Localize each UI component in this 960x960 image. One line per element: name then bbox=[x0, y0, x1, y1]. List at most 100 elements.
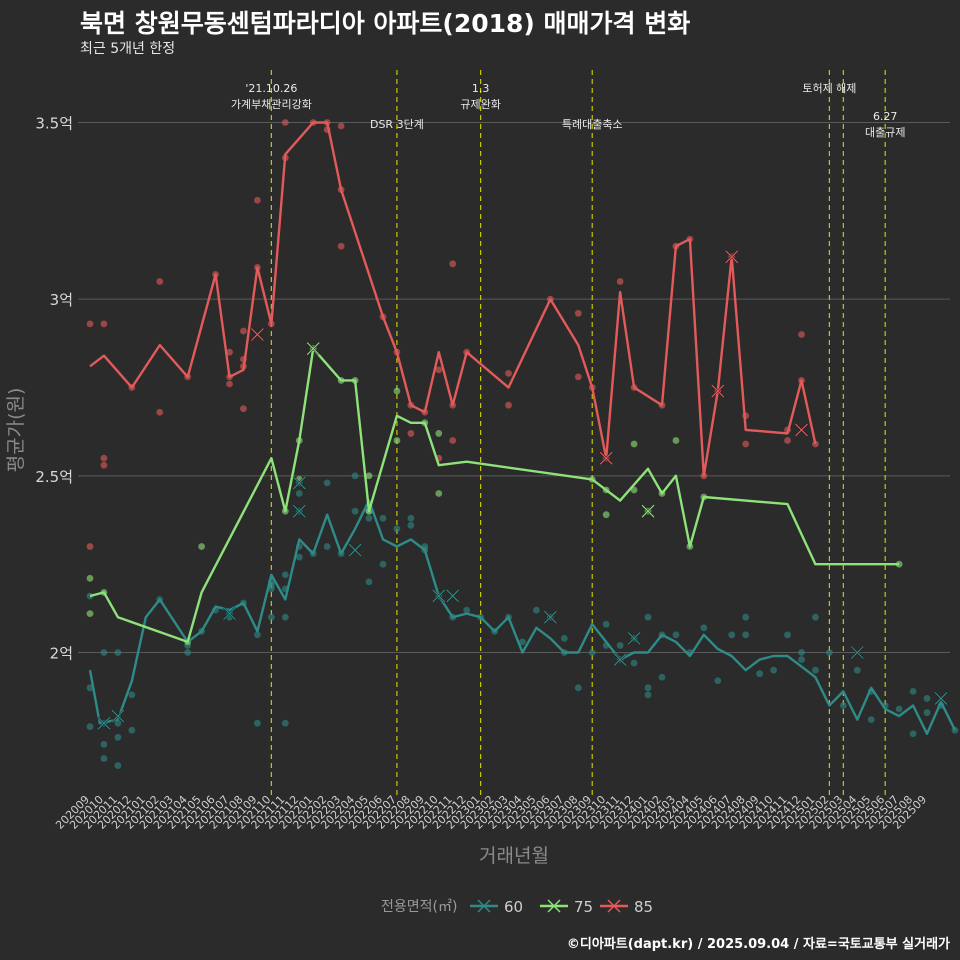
data-point-85 bbox=[156, 278, 164, 285]
data-point-60 bbox=[184, 649, 192, 656]
data-point-75 bbox=[895, 560, 903, 568]
data-point-60 bbox=[281, 719, 289, 727]
y-tick-label: 2억 bbox=[50, 645, 73, 663]
data-point-60 bbox=[114, 762, 122, 769]
data-point-75 bbox=[393, 387, 401, 395]
data-point-85 bbox=[100, 461, 108, 469]
data-point-60 bbox=[853, 666, 861, 674]
data-point-75 bbox=[393, 437, 401, 444]
data-point-60 bbox=[114, 733, 122, 741]
event-label: '21.10.26 bbox=[245, 82, 297, 95]
x-marker-85 bbox=[599, 451, 613, 465]
data-point-85 bbox=[407, 430, 415, 437]
data-point-85 bbox=[784, 437, 791, 444]
data-point-85 bbox=[574, 373, 582, 381]
data-point-60 bbox=[644, 691, 652, 699]
data-point-60 bbox=[630, 659, 638, 667]
chart-title: 북면 창원무동센텀파라디아 아파트(2018) 매매가격 변화 bbox=[80, 9, 691, 38]
data-point-60 bbox=[728, 631, 736, 639]
data-point-75 bbox=[198, 543, 206, 550]
x-marker-85 bbox=[250, 327, 265, 342]
data-point-85 bbox=[337, 122, 345, 130]
data-point-60 bbox=[756, 670, 764, 678]
series-lines bbox=[88, 121, 957, 735]
y-axis: 2억 2.5억 3억 3.5억 bbox=[35, 115, 73, 663]
event-label: 특례대출축소 bbox=[562, 118, 623, 131]
data-point-60 bbox=[825, 649, 833, 656]
data-point-60 bbox=[602, 620, 610, 628]
data-point-60 bbox=[407, 514, 415, 522]
legend-label: 85 bbox=[634, 898, 653, 916]
y-tick-label: 2.5억 bbox=[35, 468, 73, 486]
x-marker-60 bbox=[627, 631, 641, 646]
x-marker-60 bbox=[97, 716, 111, 730]
data-point-60 bbox=[909, 687, 917, 695]
legend-label: 75 bbox=[574, 898, 593, 916]
data-point-75 bbox=[435, 430, 443, 437]
data-point-60 bbox=[533, 606, 540, 614]
data-point-75 bbox=[86, 574, 94, 582]
data-point-60 bbox=[784, 631, 791, 639]
data-point-75 bbox=[672, 437, 680, 444]
legend: 전용면적(㎡) 60 75 85 bbox=[381, 898, 653, 916]
x-marker-60 bbox=[348, 543, 362, 557]
x-marker-85 bbox=[724, 249, 739, 264]
legend-label: 60 bbox=[504, 898, 523, 916]
x-marker-60 bbox=[543, 610, 558, 624]
x-marker-60 bbox=[850, 645, 865, 660]
data-point-60 bbox=[281, 613, 289, 621]
data-point-60 bbox=[923, 695, 931, 702]
data-point-60 bbox=[254, 631, 261, 639]
data-point-75 bbox=[602, 511, 610, 519]
data-point-60 bbox=[323, 479, 331, 487]
data-point-85 bbox=[742, 440, 750, 448]
data-point-60 bbox=[839, 702, 847, 709]
data-point-85 bbox=[505, 369, 512, 377]
x-marker-60 bbox=[431, 589, 446, 603]
x-marker-75 bbox=[641, 504, 655, 518]
data-point-60 bbox=[742, 631, 750, 639]
data-point-85 bbox=[226, 348, 233, 356]
data-point-85 bbox=[86, 320, 94, 328]
source-caption: ©디아파트(dapt.kr) / 2025.09.04 / 자료=국토교통부 실… bbox=[566, 937, 950, 952]
data-point-60 bbox=[812, 613, 819, 621]
data-point-60 bbox=[895, 705, 903, 713]
data-point-60 bbox=[560, 634, 568, 642]
data-point-85 bbox=[240, 327, 247, 335]
data-point-60 bbox=[393, 525, 401, 533]
data-point-85 bbox=[100, 454, 108, 462]
x-marker-60 bbox=[934, 691, 948, 706]
data-point-60 bbox=[658, 673, 666, 681]
data-point-60 bbox=[114, 719, 122, 727]
y-axis-label: 평균가(원) bbox=[5, 388, 27, 473]
x-marker-60 bbox=[292, 504, 307, 518]
event-label: 규제완화 bbox=[460, 98, 500, 111]
data-point-60 bbox=[100, 755, 108, 762]
x-marker-60 bbox=[613, 652, 627, 667]
data-point-60 bbox=[267, 613, 275, 621]
x-marker-60 bbox=[445, 589, 460, 603]
data-point-60 bbox=[267, 585, 275, 593]
legend-item-60: 60 bbox=[470, 898, 523, 916]
data-point-75 bbox=[86, 610, 94, 618]
data-point-60 bbox=[281, 571, 289, 579]
event-label: 가계부채관리강화 bbox=[231, 98, 312, 111]
series-line-75 bbox=[89, 347, 900, 644]
y-tick-label: 3억 bbox=[50, 291, 73, 309]
data-point-60 bbox=[644, 684, 652, 692]
x-axis-label: 거래년월 bbox=[479, 845, 549, 867]
data-point-85 bbox=[254, 196, 261, 204]
x-marker-60 bbox=[292, 476, 307, 490]
data-point-60 bbox=[909, 730, 917, 738]
data-point-60 bbox=[295, 553, 303, 561]
event-label: DSR 3단계 bbox=[370, 118, 424, 131]
x-axis: 2020092020102020112020122021012021022021… bbox=[53, 793, 929, 832]
data-point-85 bbox=[812, 440, 819, 448]
data-point-60 bbox=[923, 709, 931, 716]
legend-title: 전용면적(㎡) bbox=[381, 899, 457, 915]
x-markers bbox=[97, 249, 948, 730]
data-point-85 bbox=[226, 380, 233, 388]
data-point-60 bbox=[798, 656, 805, 663]
chart-subtitle: 최근 5개년 한정 bbox=[80, 41, 176, 57]
